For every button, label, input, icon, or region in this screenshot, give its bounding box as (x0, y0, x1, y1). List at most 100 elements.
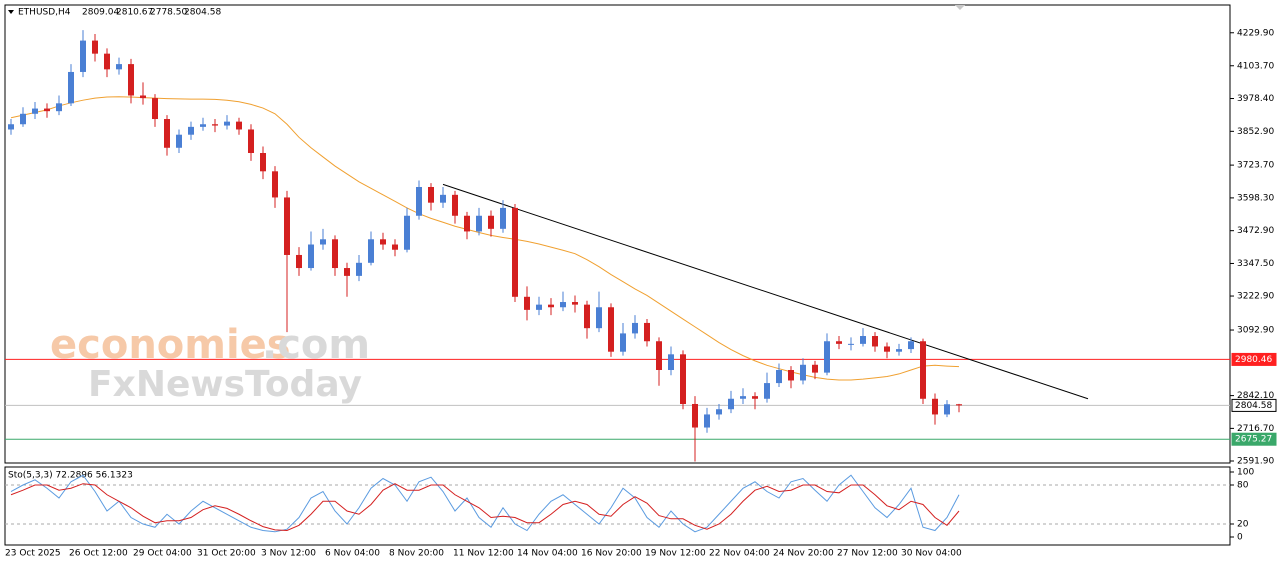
candle-body (344, 268, 350, 276)
candle-body (164, 119, 170, 148)
candle-body (104, 53, 110, 70)
candle-body (596, 307, 602, 329)
indicator-label: Sto(5,3,3) 72.2896 56.1323 (8, 471, 133, 481)
level-box (1231, 432, 1277, 446)
candle-body (260, 153, 266, 172)
candle-body (32, 108, 38, 114)
watermark: economies (50, 322, 291, 368)
candle-body (464, 215, 470, 232)
candle-body (128, 64, 134, 96)
level-box (1231, 352, 1277, 366)
x-tick-label: 23 Oct 2025 (5, 549, 61, 559)
candle-body (944, 404, 950, 415)
candle-body (548, 304, 554, 308)
x-tick-label: 29 Oct 04:00 (133, 549, 192, 559)
candle-body (44, 108, 50, 112)
candle-body (116, 64, 122, 70)
candle-body (884, 346, 890, 352)
candle-body (848, 343, 854, 345)
y-tick-label: 2591.90 (1237, 457, 1274, 467)
y-tick-label: 3598.30 (1237, 193, 1274, 203)
level-label: 2980.46 (1235, 355, 1272, 365)
candle-body (500, 207, 506, 229)
candle-body (92, 40, 98, 54)
y-tick-label: 20 (1237, 520, 1249, 530)
candle-body (656, 341, 662, 371)
candle-body (740, 396, 746, 399)
y-tick-label: 80 (1237, 481, 1249, 491)
candle-body (956, 404, 962, 406)
candle-body (212, 124, 218, 126)
candle-body (452, 194, 458, 216)
candle-body (896, 349, 902, 352)
x-tick-label: 11 Nov 12:00 (453, 549, 514, 559)
candle-body (68, 71, 74, 104)
candle-body (560, 302, 566, 308)
ohlc: 2810.67 (116, 8, 153, 18)
candle-body (80, 40, 86, 72)
x-tick-label: 30 Nov 04:00 (901, 549, 962, 559)
y-tick-label: 2842.10 (1237, 391, 1274, 401)
candle-body (800, 364, 806, 381)
candle-body (764, 383, 770, 399)
stochastic-line (10, 483, 960, 532)
candle-body (584, 304, 590, 329)
menu-arrow[interactable] (8, 10, 14, 14)
candle-body (512, 207, 518, 297)
candle-body (320, 239, 326, 245)
candle-body (20, 113, 26, 125)
candle-body (440, 194, 446, 203)
candle-body (872, 336, 878, 347)
candle-body (236, 121, 242, 130)
candle-body (296, 254, 302, 269)
candle-body (356, 262, 362, 276)
candle-body (536, 304, 542, 310)
candle-body (932, 398, 938, 415)
y-tick-label: 3347.50 (1237, 259, 1274, 269)
y-tick-label: 3723.70 (1237, 161, 1274, 171)
y-tick-label: 3852.90 (1237, 127, 1274, 137)
ohlc: 2778.50 (150, 8, 187, 18)
ohlc: 2804.58 (184, 8, 221, 18)
candle-body (836, 341, 842, 344)
trendline (442, 183, 1089, 400)
y-tick-label: 0 (1237, 533, 1243, 543)
level-box (1231, 398, 1277, 412)
candle-body (704, 414, 710, 428)
candle-body (608, 307, 614, 352)
y-tick-label: 3222.90 (1237, 292, 1274, 302)
candle-body (368, 239, 374, 263)
candle-body (224, 121, 230, 126)
watermark: .com (262, 322, 370, 368)
x-tick-label: 24 Nov 20:00 (773, 549, 834, 559)
candle-body (788, 370, 794, 381)
candle-body (680, 354, 686, 404)
candle-body (668, 354, 674, 371)
shift-marker (955, 5, 965, 10)
candle-body (776, 370, 782, 384)
candle-body (404, 215, 410, 250)
level-label: 2804.58 (1235, 401, 1272, 411)
candle-body (728, 398, 734, 410)
candle-body (644, 322, 650, 342)
candle-body (380, 239, 386, 245)
candle-body (8, 124, 14, 130)
candle-body (860, 336, 866, 344)
candle-body (332, 239, 338, 269)
candle-body (620, 333, 626, 352)
candle-body (152, 98, 158, 120)
candle-body (56, 103, 62, 112)
candle-body (908, 341, 914, 350)
candle-body (632, 322, 638, 334)
y-tick-label: 2716.70 (1237, 424, 1274, 434)
symbol: ETHUSD,H4 (18, 8, 71, 18)
x-tick-label: 8 Nov 20:00 (389, 549, 444, 559)
candle-body (308, 244, 314, 269)
candle-body (176, 134, 182, 148)
watermark: FxNewsToday (88, 364, 362, 405)
candle-body (812, 364, 818, 373)
y-tick-label: 100 (1237, 468, 1254, 478)
x-tick-label: 19 Nov 12:00 (645, 549, 706, 559)
candle-body (488, 215, 494, 229)
